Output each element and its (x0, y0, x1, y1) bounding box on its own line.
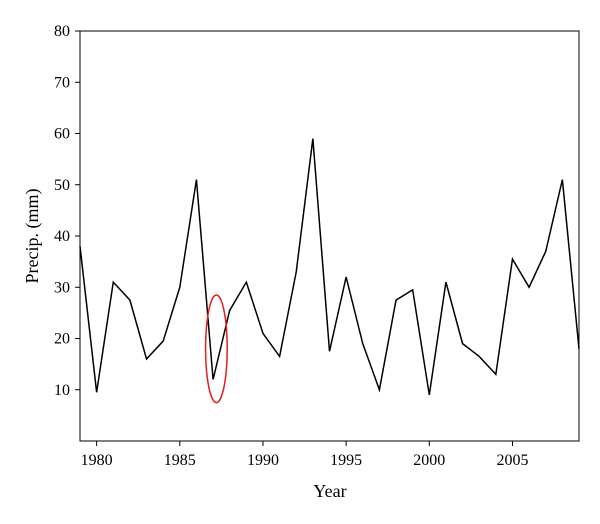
y-axis-ticks: 10 20 30 40 50 60 70 80 (54, 23, 80, 399)
y-tick-label: 30 (54, 279, 70, 296)
y-tick-label: 70 (54, 74, 70, 91)
x-tick-label: 1995 (330, 452, 362, 469)
x-tick-label: 2005 (496, 452, 528, 469)
plot-frame (79, 30, 580, 442)
annotation-layer (204, 294, 228, 404)
x-axis-title: Year (313, 481, 346, 501)
x-axis-ticks: 1980 1985 1990 1995 2000 2005 (81, 441, 528, 469)
y-tick-label: 80 (54, 23, 70, 40)
y-tick-label: 10 (54, 382, 70, 399)
y-axis-title: Precip. (mm) (22, 189, 43, 284)
x-tick-label: 1990 (247, 452, 279, 469)
x-tick-label: 1985 (164, 452, 196, 469)
x-tick-label: 1980 (81, 452, 113, 469)
highlight-ellipse (204, 294, 228, 404)
y-tick-label: 50 (54, 177, 70, 194)
y-tick-label: 60 (54, 126, 70, 143)
series-layer (79, 138, 580, 395)
x-tick-label: 2000 (413, 452, 445, 469)
y-tick-label: 40 (54, 228, 70, 245)
y-tick-label: 20 (54, 331, 70, 348)
precip-series-line (79, 138, 580, 395)
